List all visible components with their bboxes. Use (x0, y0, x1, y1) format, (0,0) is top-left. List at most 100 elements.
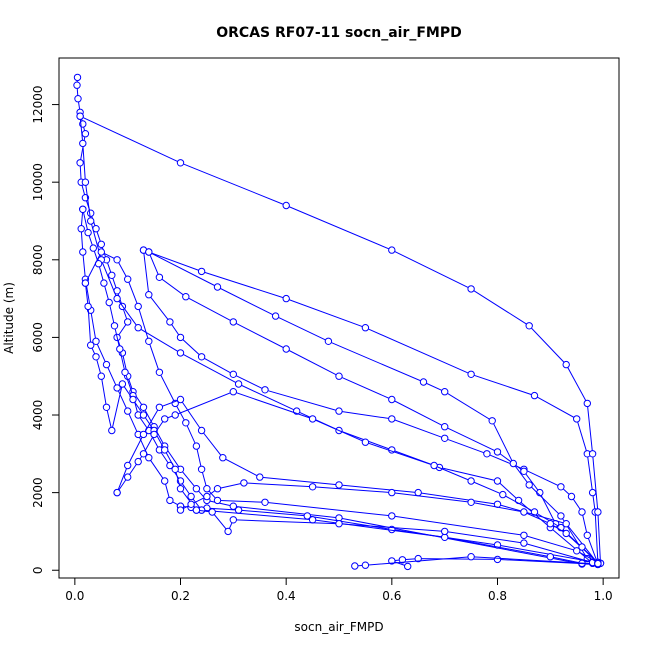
data-point (361, 324, 370, 332)
data-point (139, 430, 148, 439)
series-line (79, 116, 593, 564)
data-point (441, 388, 449, 396)
data-point (324, 337, 333, 345)
data-point (81, 178, 90, 186)
data-point (139, 411, 148, 419)
data-point (261, 386, 269, 394)
data-point (176, 159, 185, 167)
plot-border (58, 57, 620, 579)
data-point (483, 450, 491, 458)
data-point (361, 561, 370, 569)
data-point (361, 438, 370, 446)
series-4 (145, 248, 597, 567)
data-point (203, 485, 211, 493)
data-point (110, 322, 119, 330)
data-point (229, 318, 238, 326)
data-point (97, 372, 106, 380)
data-point (213, 283, 222, 291)
data-point (73, 81, 81, 89)
data-point (155, 368, 164, 376)
data-point (388, 415, 396, 423)
data-point (176, 395, 185, 404)
data-point (100, 279, 108, 287)
data-point (171, 465, 179, 473)
data-point (520, 467, 528, 475)
series-1 (139, 246, 602, 568)
x-tick-label: 0.4 (277, 589, 296, 603)
data-point (562, 360, 570, 369)
series-line (143, 250, 599, 565)
data-point (430, 461, 438, 470)
data-point (79, 248, 87, 256)
data-point (308, 516, 317, 524)
data-point (308, 483, 317, 491)
x-tick-label: 0.2 (171, 589, 190, 603)
data-point (92, 353, 100, 361)
data-point (84, 302, 92, 311)
data-point (176, 506, 185, 514)
data-point (261, 498, 269, 506)
data-point (84, 228, 92, 237)
data-point (219, 454, 227, 462)
data-point (282, 294, 290, 303)
data-point (176, 485, 185, 493)
data-point (182, 293, 190, 301)
data-point (229, 516, 238, 524)
series-15 (81, 248, 602, 567)
series-18 (176, 479, 602, 568)
data-point (229, 388, 238, 396)
data-point (139, 403, 148, 411)
data-point (134, 457, 142, 466)
data-point (488, 417, 496, 425)
data-point (182, 419, 190, 427)
series-5 (76, 112, 597, 567)
data-point (145, 454, 153, 462)
data-point (102, 403, 111, 411)
data-point (187, 500, 195, 508)
data-point (525, 481, 533, 489)
data-point (557, 512, 565, 520)
data-point (234, 380, 243, 388)
data-point (97, 240, 106, 249)
data-point (105, 298, 113, 307)
data-point (92, 337, 100, 345)
data-point (467, 477, 475, 485)
y-tick-label: 0 (31, 566, 45, 574)
data-point (509, 459, 517, 468)
data-point (73, 73, 82, 82)
data-point (150, 430, 158, 439)
data-point (124, 473, 132, 481)
y-tick-label: 4000 (31, 400, 45, 431)
data-point (113, 256, 121, 264)
data-point (578, 508, 586, 516)
data-point (213, 485, 222, 493)
data-point (467, 498, 475, 506)
data-point (567, 492, 576, 501)
data-point (388, 246, 396, 254)
data-point (578, 543, 586, 551)
data-point (77, 225, 85, 233)
data-point (113, 488, 121, 497)
data-point (79, 139, 87, 148)
data-point (404, 562, 412, 571)
chart-title: ORCAS RF07-11 socn_air_FMPD (216, 25, 462, 41)
data-point (145, 291, 153, 299)
data-point (525, 322, 533, 330)
data-point (97, 248, 106, 256)
data-point (546, 520, 554, 528)
data-point (282, 201, 290, 210)
series-2 (139, 246, 602, 567)
data-point (467, 370, 475, 378)
data-point (499, 490, 507, 499)
data-point (203, 492, 211, 501)
series-line (354, 556, 598, 567)
data-point (161, 415, 169, 423)
data-point (546, 553, 554, 561)
data-point (557, 483, 565, 491)
data-point (113, 384, 121, 392)
data-point (208, 508, 216, 516)
data-point (530, 391, 539, 400)
data-point (134, 302, 142, 311)
data-point (116, 345, 124, 353)
